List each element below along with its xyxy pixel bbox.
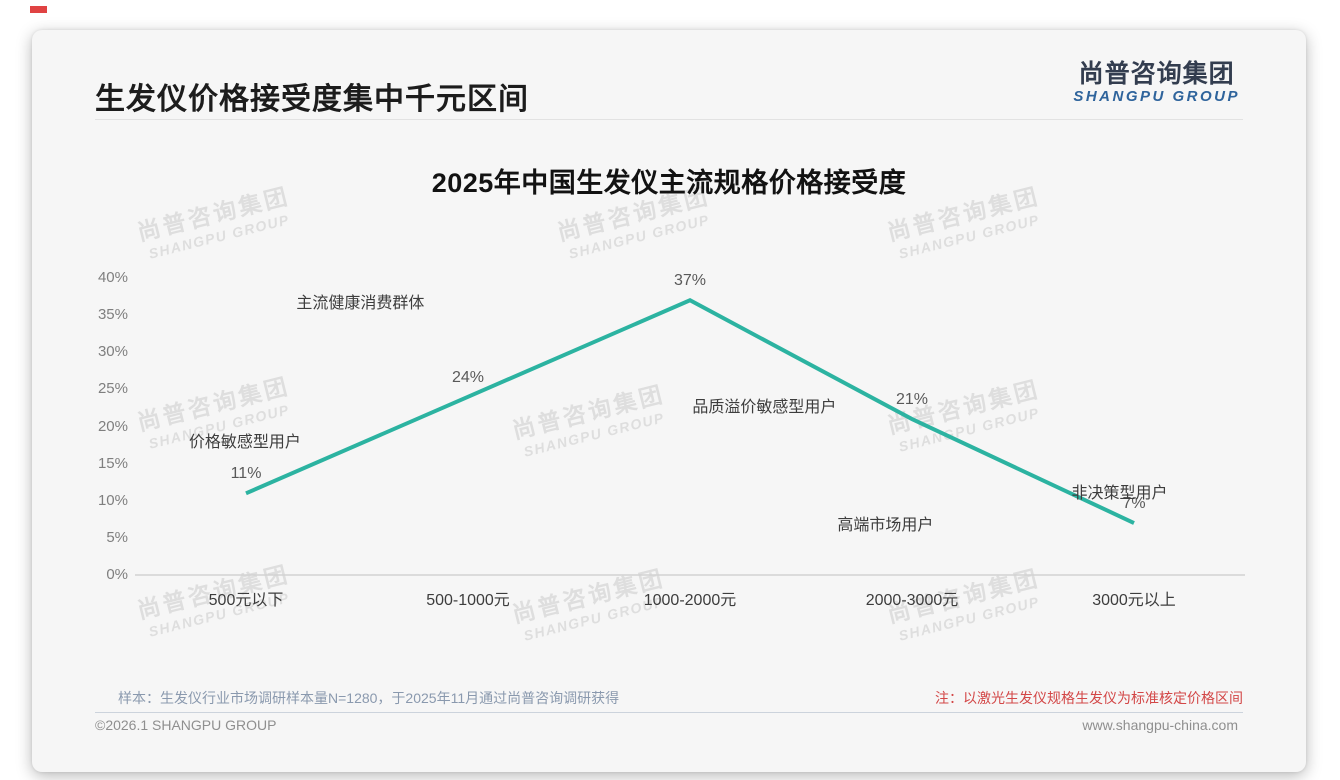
footer-divider xyxy=(95,712,1243,713)
y-axis-tick-label: 0% xyxy=(106,566,128,583)
segment-annotation: 价格敏感型用户 xyxy=(188,433,301,451)
line-chart xyxy=(135,298,1245,576)
top-red-accent xyxy=(30,6,47,13)
data-point-value-label: 24% xyxy=(451,368,485,386)
data-point-value-label: 7% xyxy=(1122,495,1146,513)
company-logo: 尚普咨询集团 SHANGPU GROUP xyxy=(1073,60,1240,105)
y-axis-tick-label: 30% xyxy=(97,343,128,361)
red-note: 注：以激光生发仪规格生发仪为标准核定价格区间 xyxy=(935,690,1243,706)
header-divider xyxy=(95,119,1243,120)
page-title: 生发仪价格接受度集中千元区间 xyxy=(95,83,529,116)
segment-annotation: 高端市场用户 xyxy=(837,517,934,535)
y-axis-tick-label: 5% xyxy=(106,528,128,546)
x-axis-category-label: 500-1000元 xyxy=(426,592,510,609)
segment-annotation: 主流健康消费群体 xyxy=(296,295,425,313)
data-point-value-label: 21% xyxy=(895,391,929,409)
y-axis-tick-label: 10% xyxy=(97,491,128,509)
y-axis-tick-label: 25% xyxy=(97,380,128,398)
segment-annotation: 品质溢价敏感型用户 xyxy=(692,398,837,416)
data-point-value-label: 11% xyxy=(230,465,262,483)
chart-title: 2025年中国生发仪主流规格价格接受度 xyxy=(431,168,907,198)
y-axis-tick-label: 35% xyxy=(97,306,128,324)
x-axis-category-label: 1000-2000元 xyxy=(643,592,737,609)
x-axis-category-label: 2000-3000元 xyxy=(865,592,959,609)
x-axis-category-label: 500元以下 xyxy=(208,592,284,609)
y-axis-tick-label: 20% xyxy=(97,417,128,435)
segment-annotation: 非决策型用户 xyxy=(1071,485,1168,503)
data-point-value-label: 37% xyxy=(673,272,707,290)
acceptance-line-series xyxy=(245,298,1135,525)
report-card: 尚普咨询集团 SHANGPU GROUP 尚普咨询集团 SHANGPU GROUP 尚普… xyxy=(32,30,1306,772)
logo-text-en: SHANGPU GROUP xyxy=(1073,87,1240,105)
y-axis-tick-label: 15% xyxy=(97,454,128,472)
copyright-text: ©2026.1 SHANGPU GROUP xyxy=(95,717,277,733)
sample-footnote: 样本：生发仪行业市场调研样本量N=1280，于2025年11月通过尚普咨询调研获… xyxy=(118,690,620,706)
website-url: www.shangpu-china.com xyxy=(1082,717,1238,733)
y-axis-tick-label: 40% xyxy=(97,269,128,286)
x-axis-category-label: 3000元以上 xyxy=(1092,592,1176,609)
report-content: 生发仪价格接受度集中千元区间 尚普咨询集团 SHANGPU GROUP 2025… xyxy=(32,30,1306,772)
logo-text-cn: 尚普咨询集团 xyxy=(1078,60,1235,88)
